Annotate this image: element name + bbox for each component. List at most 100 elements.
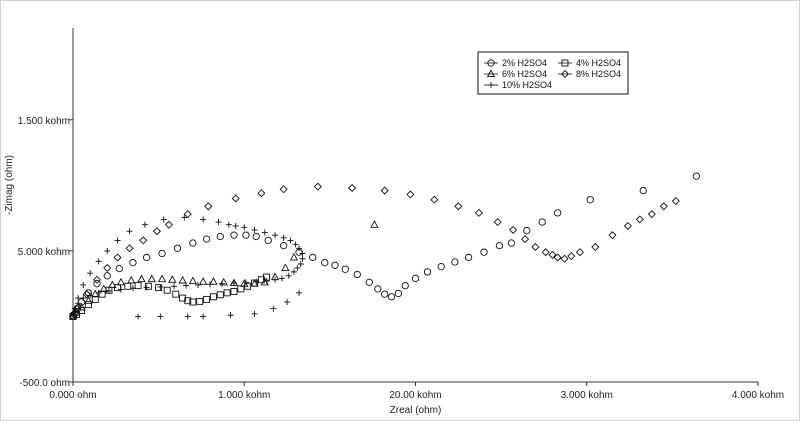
data-point bbox=[257, 189, 266, 198]
data-point bbox=[157, 274, 167, 283]
data-point bbox=[209, 277, 218, 285]
data-point bbox=[541, 248, 550, 257]
data-point bbox=[200, 313, 207, 320]
data-point bbox=[77, 302, 86, 311]
data-point bbox=[84, 296, 93, 304]
data-point bbox=[591, 242, 600, 251]
data-point bbox=[141, 221, 148, 228]
data-point bbox=[135, 313, 142, 320]
data-point bbox=[172, 290, 180, 298]
data-point bbox=[278, 275, 285, 282]
data-point bbox=[341, 265, 349, 273]
data-point bbox=[216, 291, 224, 299]
data-point bbox=[129, 259, 137, 267]
data-point bbox=[451, 258, 459, 266]
data-point bbox=[158, 249, 166, 258]
data-point bbox=[72, 305, 79, 312]
data-point bbox=[196, 297, 204, 305]
data-point bbox=[68, 311, 78, 320]
data-point bbox=[227, 312, 234, 319]
data-point bbox=[129, 285, 136, 292]
legend-marker bbox=[486, 69, 496, 78]
data-point bbox=[183, 282, 190, 289]
data-point bbox=[203, 295, 211, 303]
data-point bbox=[261, 229, 268, 236]
data-point bbox=[623, 221, 632, 231]
data-point bbox=[99, 284, 108, 292]
data-point bbox=[480, 248, 488, 256]
axes: 0.000 ohm 1.000 kohm 20.00 kohm 3.000 kohm 4… bbox=[4, 28, 784, 416]
data-point bbox=[82, 290, 91, 299]
data-point bbox=[639, 186, 647, 195]
legend-label: 8% H2SO4 bbox=[576, 69, 621, 79]
data-point bbox=[183, 210, 192, 219]
data-point bbox=[209, 293, 217, 301]
data-point bbox=[242, 231, 250, 239]
data-point bbox=[124, 282, 132, 290]
legend: 2% H2SO4 4% H2SO4 6% H2SO4 8% H2SO4 10% H2SO… bbox=[477, 51, 629, 95]
legend-marker bbox=[560, 69, 570, 79]
data-point bbox=[195, 281, 202, 288]
data-point bbox=[164, 220, 173, 229]
data-point bbox=[116, 277, 126, 286]
data-point bbox=[237, 285, 245, 293]
data-point bbox=[157, 313, 164, 320]
data-point bbox=[692, 172, 700, 180]
series-5 bbox=[70, 214, 306, 320]
data-point bbox=[348, 183, 357, 192]
data-point bbox=[163, 286, 171, 294]
data-point bbox=[331, 261, 339, 269]
data-point bbox=[87, 292, 94, 299]
data-point bbox=[117, 286, 124, 293]
data-point bbox=[250, 279, 259, 287]
data-point bbox=[406, 190, 415, 199]
data-point bbox=[113, 253, 122, 262]
data-point bbox=[251, 310, 258, 317]
data-point bbox=[608, 231, 617, 240]
data-point bbox=[272, 276, 279, 283]
data-point bbox=[157, 283, 164, 290]
data-point bbox=[189, 298, 197, 306]
data-point bbox=[538, 218, 546, 226]
data-point bbox=[242, 279, 249, 286]
data-point bbox=[115, 264, 123, 273]
data-point bbox=[91, 295, 99, 303]
data-point bbox=[454, 202, 463, 211]
data-point bbox=[225, 221, 232, 228]
data-point bbox=[73, 305, 81, 313]
data-point bbox=[223, 289, 231, 297]
data-point bbox=[147, 274, 156, 283]
data-point bbox=[230, 288, 238, 295]
data-point bbox=[370, 220, 379, 228]
data-point bbox=[92, 275, 102, 284]
data-point bbox=[280, 234, 287, 241]
data-point bbox=[216, 232, 224, 241]
data-point bbox=[202, 235, 211, 243]
data-point bbox=[70, 309, 77, 316]
data-point bbox=[181, 214, 188, 221]
data-point bbox=[309, 253, 317, 262]
data-point bbox=[188, 276, 198, 285]
data-point bbox=[567, 252, 576, 261]
legend-label: 2% H2SO4 bbox=[502, 58, 547, 68]
data-point bbox=[671, 197, 680, 206]
data-point bbox=[241, 224, 248, 231]
data-point bbox=[284, 299, 291, 306]
data-point bbox=[105, 287, 112, 294]
data-point bbox=[93, 280, 101, 288]
data-point bbox=[493, 218, 502, 227]
legend-marker bbox=[487, 59, 495, 67]
data-point bbox=[285, 272, 292, 279]
data-point bbox=[321, 259, 329, 267]
data-point bbox=[184, 297, 192, 305]
y-tick-label: -500.0 ohm bbox=[19, 378, 70, 389]
data-point bbox=[548, 250, 557, 259]
data-point bbox=[387, 293, 396, 301]
data-point bbox=[168, 275, 177, 283]
data-point bbox=[252, 232, 260, 241]
data-point bbox=[353, 270, 361, 279]
data-point bbox=[279, 185, 288, 194]
data-point bbox=[251, 226, 258, 233]
data-point bbox=[281, 263, 290, 271]
